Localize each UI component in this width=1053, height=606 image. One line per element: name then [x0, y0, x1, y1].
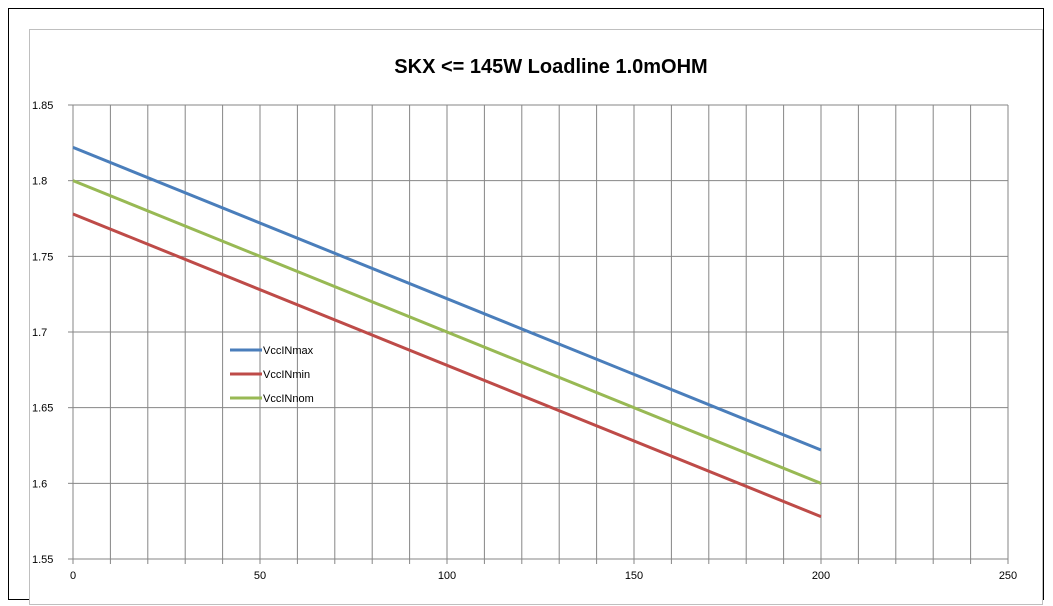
y-tick-label: 1.7	[32, 327, 47, 339]
x-tick-label: 250	[999, 570, 1017, 582]
y-tick-label: 1.6	[32, 478, 47, 490]
y-tick-label: 1.65	[32, 403, 53, 415]
line-chart: 1.55 1.6 1.65 1.7 1.75 1.8 1.85 0 50 100 150 200 250…	[32, 56, 1017, 582]
grid	[73, 104, 1009, 559]
y-tick-label: 1.8	[32, 176, 47, 188]
y-tick-label: 1.85	[32, 100, 53, 112]
x-tick-label: 150	[625, 570, 643, 582]
series-line-vccinmax	[72, 145, 822, 452]
series-line-vccinnom	[72, 179, 822, 485]
x-tick-label: 0	[70, 570, 76, 582]
series-lines	[72, 145, 822, 519]
legend-label: VccINmin	[263, 369, 310, 381]
y-tick-label: 1.55	[32, 554, 53, 566]
axes: 1.55 1.6 1.65 1.7 1.75 1.8 1.85 0 50 100 150 200 250	[32, 100, 1017, 582]
chart-frame: 1.55 1.6 1.65 1.7 1.75 1.8 1.85 0 50 100 150 200 250…	[8, 8, 1044, 605]
legend-label: VccINnom	[263, 393, 314, 405]
legend: VccINmax VccINmin VccINnom	[230, 345, 314, 405]
chart-area: 1.55 1.6 1.65 1.7 1.75 1.8 1.85 0 50 100 150 200 250…	[29, 29, 1043, 605]
x-tick-label: 100	[438, 570, 456, 582]
x-tick-label: 200	[812, 570, 830, 582]
y-tick-label: 1.75	[32, 251, 53, 263]
x-tick-label: 50	[254, 570, 266, 582]
legend-label: VccINmax	[263, 345, 314, 357]
chart-title: SKX <= 145W Loadline 1.0mOHM	[394, 56, 707, 78]
series-line-vccinmin	[72, 212, 822, 519]
